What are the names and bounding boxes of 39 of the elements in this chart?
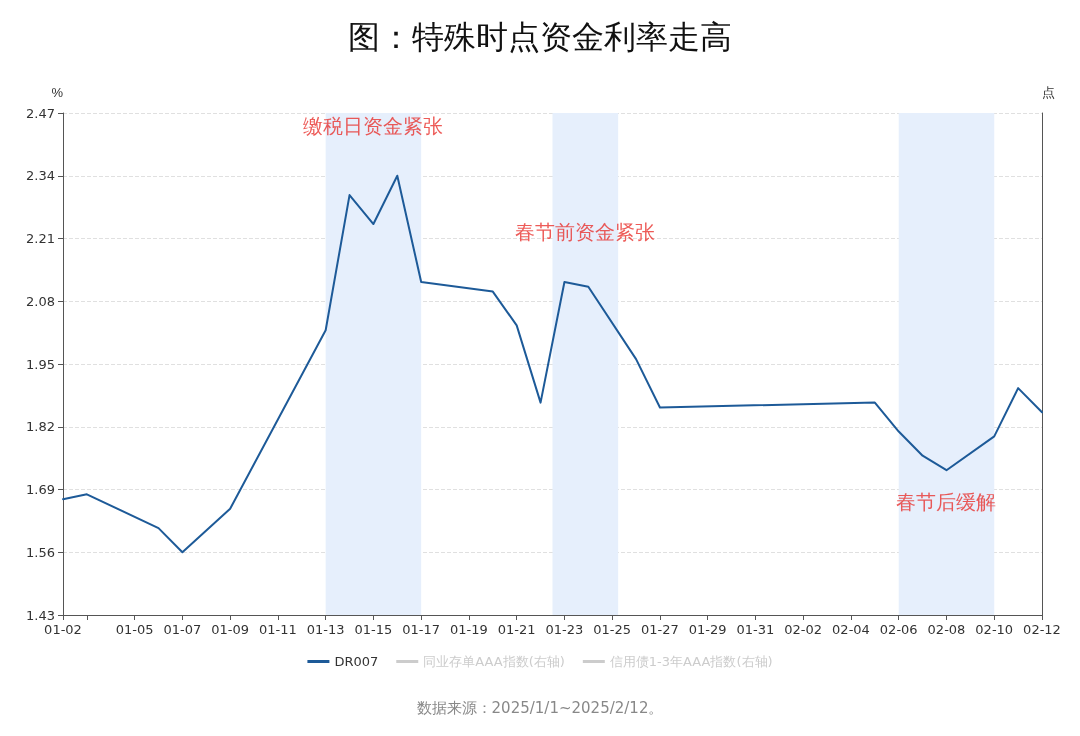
y-tick-label: 1.43 — [26, 607, 55, 623]
line-series — [62, 174, 1043, 554]
band-label: 春节前资金紧张 — [515, 219, 656, 244]
x-tick-label: 01-13 — [306, 622, 345, 637]
band-label: 春节后缓解 — [896, 490, 997, 515]
x-tick-label: 01-19 — [450, 622, 488, 637]
source-note: 数据来源：2025/1/1~2025/2/12。 — [416, 698, 664, 717]
chart-title: 图：特殊时点资金利率走高 — [348, 18, 732, 56]
y-tick-label: 1.69 — [26, 482, 55, 497]
x-tick-label: 02-10 — [975, 622, 1014, 637]
x-tick-label: 01-25 — [593, 622, 632, 637]
x-tick-label: 01-15 — [354, 622, 393, 637]
x-tick-label: 01-27 — [641, 622, 679, 637]
band-label: 缴税日资金紧张 — [303, 113, 444, 138]
y-tick-label: 1.95 — [26, 356, 55, 372]
x-tick-label: 01-02 — [44, 622, 82, 637]
x-tick-label: 01-09 — [211, 622, 250, 637]
x-tick-label: 01-23 — [545, 622, 584, 637]
y2-axis-title: 点 — [1042, 85, 1055, 100]
y-axis-title: % — [51, 85, 64, 100]
x-tick-label: 01-21 — [497, 622, 536, 637]
x-tick-label: 01-05 — [115, 622, 154, 637]
x-tick-label: 01-29 — [688, 622, 727, 637]
x-tick-label: 01-07 — [163, 622, 202, 637]
x-tick-label: 02-06 — [879, 622, 918, 637]
x-tick-label: 02-04 — [832, 622, 870, 637]
x-tick-label: 01-31 — [736, 622, 775, 637]
legend-label: DR007 — [334, 654, 379, 669]
y-tick-label: 2.47 — [26, 105, 55, 121]
x-tick-label: 02-02 — [784, 622, 823, 637]
y-tick-label: 1.56 — [26, 544, 55, 560]
x-tick-label: 01-11 — [259, 622, 297, 637]
y-tick-label: 2.08 — [26, 293, 55, 309]
x-tick-label: 02-12 — [1023, 622, 1061, 637]
x-tick-label: 02-08 — [927, 622, 966, 637]
y-tick-label: 2.21 — [26, 231, 55, 246]
y-tick-label: 2.34 — [26, 168, 55, 184]
y-tick-label: 1.82 — [26, 419, 55, 435]
x-tick-label: 01-17 — [402, 622, 441, 637]
